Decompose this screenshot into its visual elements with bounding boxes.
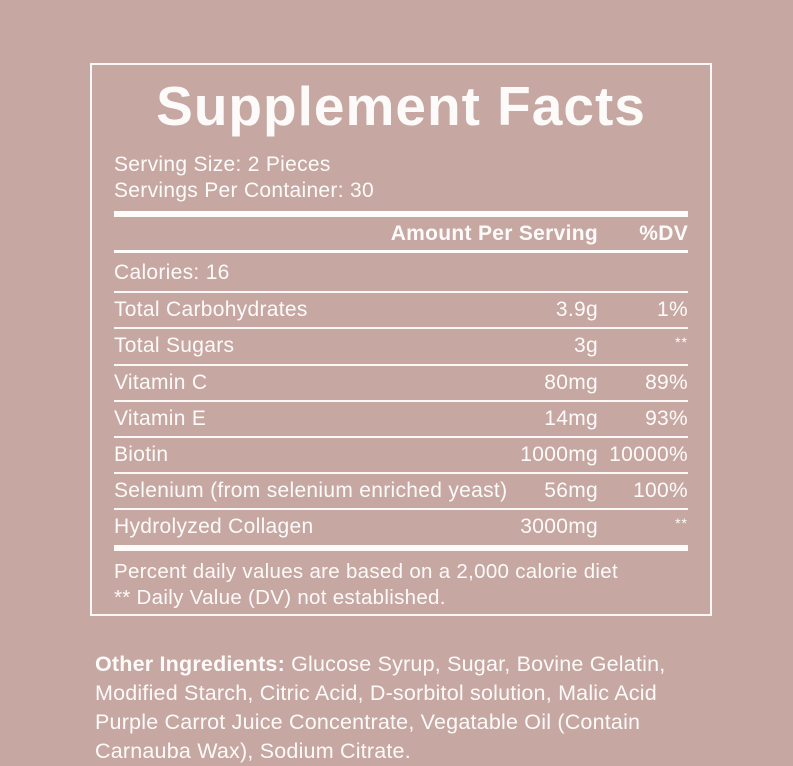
other-ingredients-label: Other Ingredients: (95, 651, 285, 676)
table-row: Biotin 1000mg 10000% (114, 438, 688, 472)
nutrient-dv: ** (675, 334, 688, 351)
supplement-facts-panel: Supplement Facts Serving Size: 2 Pieces … (90, 63, 712, 616)
thick-divider-bottom (114, 545, 688, 552)
nutrient-amount: 1000mg (520, 443, 598, 467)
row-divider (114, 472, 688, 475)
row-divider (114, 508, 688, 511)
footnotes: Percent daily values are based on a 2,00… (114, 551, 688, 611)
table-row: Total Sugars 3g ** (114, 329, 688, 364)
table-row: Vitamin E 14mg 93% (114, 402, 688, 436)
calories-row: Calories: 16 (114, 261, 230, 285)
nutrient-dv: 100% (633, 479, 688, 503)
nutrient-name: Selenium (from selenium enriched yeast) (114, 479, 508, 503)
nutrient-amount: 14mg (544, 407, 598, 431)
serving-size: Serving Size: 2 Pieces (114, 153, 331, 177)
nutrient-name: Biotin (114, 443, 169, 467)
nutrient-amount: 56mg (544, 479, 598, 503)
footnote-dv-not-established: ** Daily Value (DV) not established. (114, 586, 446, 610)
nutrient-amount: 3g (574, 334, 598, 358)
row-divider (114, 364, 688, 367)
row-divider (114, 291, 688, 294)
table-row: Selenium (from selenium enriched yeast) … (114, 474, 688, 508)
nutrient-name: Total Sugars (114, 334, 235, 358)
nutrient-name: Hydrolyzed Collagen (114, 515, 314, 539)
row-divider (114, 327, 688, 330)
nutrient-dv: 93% (645, 407, 688, 431)
amount-per-serving-header: Amount Per Serving (390, 222, 598, 246)
table-header-row: Amount Per Serving %DV (114, 217, 688, 250)
table-row: Hydrolyzed Collagen 3000mg ** (114, 510, 688, 545)
thick-divider-top (114, 211, 688, 218)
serving-info: Serving Size: 2 Pieces Servings Per Cont… (114, 152, 688, 204)
nutrient-dv: ** (675, 515, 688, 532)
table-row: Total Carbohydrates 3.9g 1% (114, 293, 688, 327)
nutrient-dv: 1% (657, 298, 688, 322)
header-divider (114, 250, 688, 254)
panel-title: Supplement Facts (156, 75, 646, 137)
nutrient-amount: 3.9g (555, 298, 598, 322)
other-ingredients: Other Ingredients: Glucose Syrup, Sugar,… (95, 650, 713, 766)
dv-header: %DV (639, 222, 688, 246)
nutrient-name: Vitamin C (114, 371, 208, 395)
nutrient-name: Vitamin E (114, 407, 207, 431)
row-divider (114, 400, 688, 403)
footnote-daily-values: Percent daily values are based on a 2,00… (114, 560, 618, 584)
row-divider (114, 436, 688, 439)
servings-per-container: Servings Per Container: 30 (114, 179, 374, 203)
nutrient-name: Total Carbohydrates (114, 298, 308, 322)
nutrient-dv: 89% (645, 371, 688, 395)
nutrient-dv: 10000% (609, 443, 688, 467)
table-row: Vitamin C 80mg 89% (114, 366, 688, 400)
nutrient-amount: 3000mg (520, 515, 598, 539)
nutrient-amount: 80mg (544, 371, 598, 395)
